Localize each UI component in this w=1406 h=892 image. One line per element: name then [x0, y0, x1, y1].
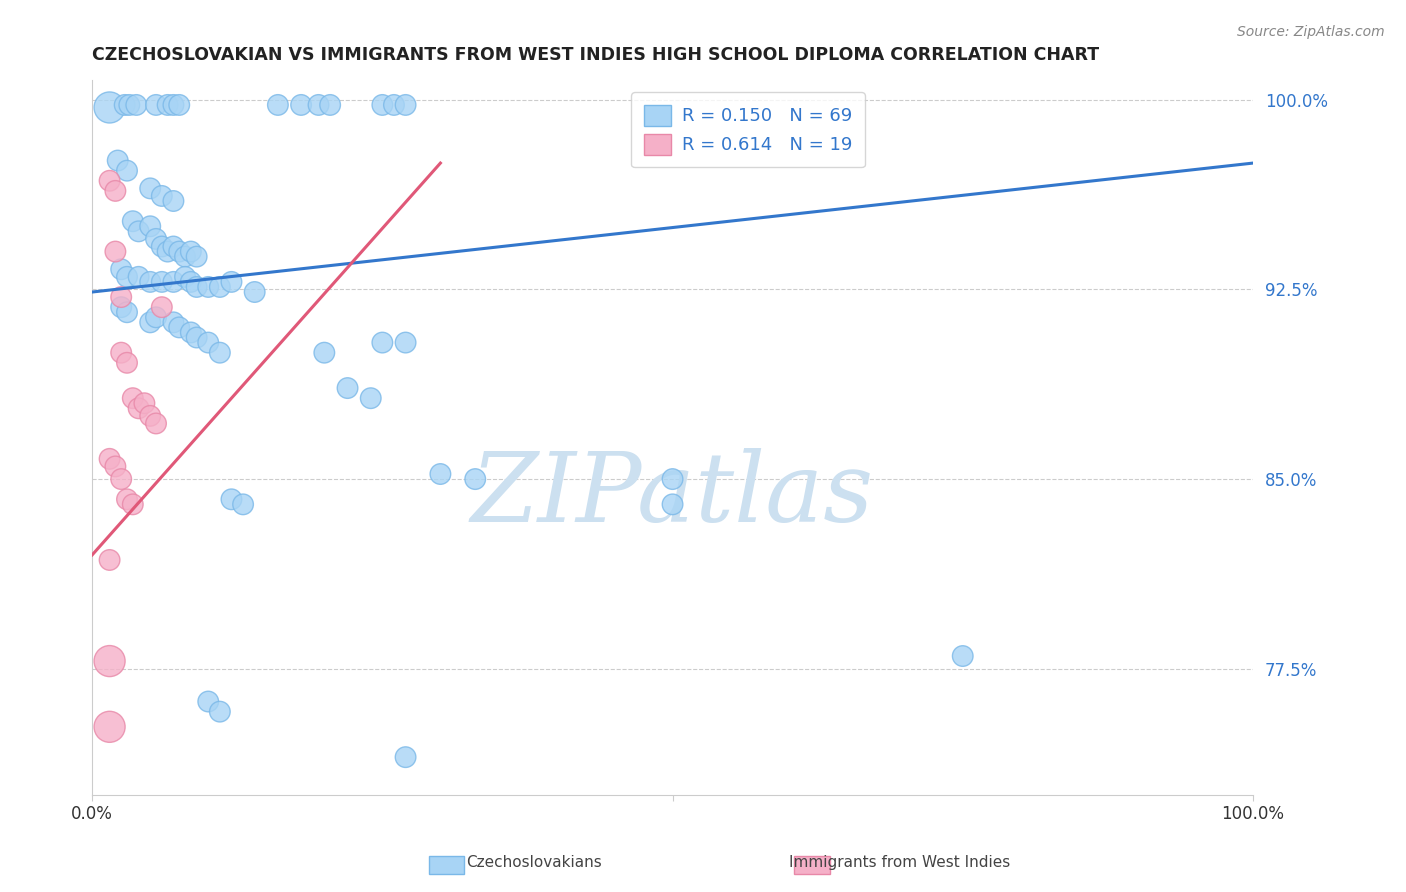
Point — [114, 98, 136, 112]
Point — [128, 224, 150, 238]
Point — [118, 98, 141, 112]
Point — [167, 244, 190, 259]
Text: Immigrants from West Indies: Immigrants from West Indies — [789, 855, 1011, 870]
Point — [174, 250, 197, 264]
Point — [371, 98, 394, 112]
Point — [98, 451, 121, 466]
Point — [464, 472, 486, 486]
Point — [139, 409, 162, 423]
Point — [336, 381, 359, 395]
Point — [115, 305, 138, 319]
Point — [232, 497, 254, 511]
Point — [952, 648, 974, 663]
Point — [394, 98, 416, 112]
Point — [221, 492, 243, 507]
Point — [243, 285, 266, 299]
Point — [208, 280, 231, 294]
Point — [145, 417, 167, 431]
Point — [197, 335, 219, 350]
Point — [186, 250, 208, 264]
Point — [104, 184, 127, 198]
Point — [167, 320, 190, 334]
Point — [290, 98, 312, 112]
Text: Czechoslovakians: Czechoslovakians — [467, 855, 602, 870]
Point — [107, 153, 129, 168]
Point — [150, 300, 173, 314]
Point — [98, 654, 121, 668]
Point — [139, 315, 162, 329]
Point — [661, 472, 683, 486]
Point — [186, 280, 208, 294]
Point — [115, 492, 138, 507]
Point — [110, 290, 132, 304]
Point — [180, 326, 202, 340]
Point — [150, 189, 173, 203]
Point — [162, 315, 184, 329]
Text: CZECHOSLOVAKIAN VS IMMIGRANTS FROM WEST INDIES HIGH SCHOOL DIPLOMA CORRELATION C: CZECHOSLOVAKIAN VS IMMIGRANTS FROM WEST … — [93, 46, 1099, 64]
Point — [115, 163, 138, 178]
Point — [110, 345, 132, 359]
Point — [394, 335, 416, 350]
Point — [150, 239, 173, 253]
Point — [125, 98, 148, 112]
Point — [145, 232, 167, 246]
Point — [180, 275, 202, 289]
Point — [156, 98, 179, 112]
Point — [110, 472, 132, 486]
Point — [429, 467, 451, 481]
Point — [180, 244, 202, 259]
Point — [382, 98, 405, 112]
Point — [208, 705, 231, 719]
Point — [134, 396, 156, 410]
Point — [98, 174, 121, 188]
Point — [115, 269, 138, 284]
Point — [98, 553, 121, 567]
Point — [110, 300, 132, 314]
Point — [308, 98, 330, 112]
Point — [98, 100, 121, 114]
Point — [208, 345, 231, 359]
Point — [156, 244, 179, 259]
Text: ZIPatlas: ZIPatlas — [471, 448, 875, 541]
Point — [221, 275, 243, 289]
Point — [110, 262, 132, 277]
Point — [371, 335, 394, 350]
Point — [121, 391, 143, 405]
Point — [162, 194, 184, 208]
Point — [98, 720, 121, 734]
Point — [319, 98, 342, 112]
Point — [128, 269, 150, 284]
Point — [186, 330, 208, 344]
Point — [139, 181, 162, 195]
Point — [145, 98, 167, 112]
Point — [139, 219, 162, 234]
Point — [104, 459, 127, 474]
Point — [174, 269, 197, 284]
Text: Source: ZipAtlas.com: Source: ZipAtlas.com — [1237, 25, 1385, 39]
Point — [162, 98, 184, 112]
Point — [162, 239, 184, 253]
Point — [145, 310, 167, 325]
Point — [115, 356, 138, 370]
Point — [162, 275, 184, 289]
Point — [661, 497, 683, 511]
Point — [360, 391, 382, 405]
Point — [197, 280, 219, 294]
Point — [150, 275, 173, 289]
Point — [394, 750, 416, 764]
Point — [104, 244, 127, 259]
Point — [267, 98, 290, 112]
Point — [197, 694, 219, 708]
Point — [121, 497, 143, 511]
Point — [139, 275, 162, 289]
Point — [314, 345, 336, 359]
Legend: R = 0.150   N = 69, R = 0.614   N = 19: R = 0.150 N = 69, R = 0.614 N = 19 — [631, 92, 865, 168]
Point — [167, 98, 190, 112]
Point — [128, 401, 150, 416]
Point — [121, 214, 143, 228]
